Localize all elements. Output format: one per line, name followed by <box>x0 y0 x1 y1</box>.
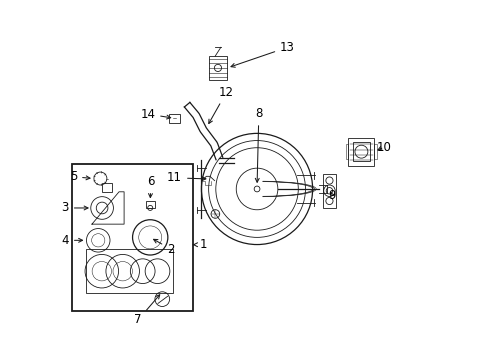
Text: 2: 2 <box>153 239 174 256</box>
Bar <box>345 144 348 159</box>
Text: 3: 3 <box>61 202 88 215</box>
Text: 6: 6 <box>147 175 154 198</box>
Bar <box>352 142 369 161</box>
Text: 4: 4 <box>61 234 82 247</box>
Text: 14: 14 <box>140 108 170 121</box>
Text: 13: 13 <box>230 41 294 67</box>
Bar <box>72 164 192 311</box>
Text: 1: 1 <box>193 238 206 251</box>
Bar <box>102 183 112 192</box>
Bar <box>145 202 154 208</box>
Bar <box>169 114 180 123</box>
Text: 11: 11 <box>167 171 205 184</box>
Bar <box>86 249 173 293</box>
Bar <box>208 56 227 80</box>
Text: 9: 9 <box>327 189 335 202</box>
Text: 5: 5 <box>70 170 90 183</box>
Text: 12: 12 <box>208 86 233 123</box>
Text: 8: 8 <box>255 107 262 182</box>
Bar <box>322 174 336 208</box>
Bar <box>373 144 376 159</box>
Text: 7: 7 <box>134 295 160 327</box>
Text: 10: 10 <box>376 140 391 153</box>
Bar <box>348 138 373 166</box>
